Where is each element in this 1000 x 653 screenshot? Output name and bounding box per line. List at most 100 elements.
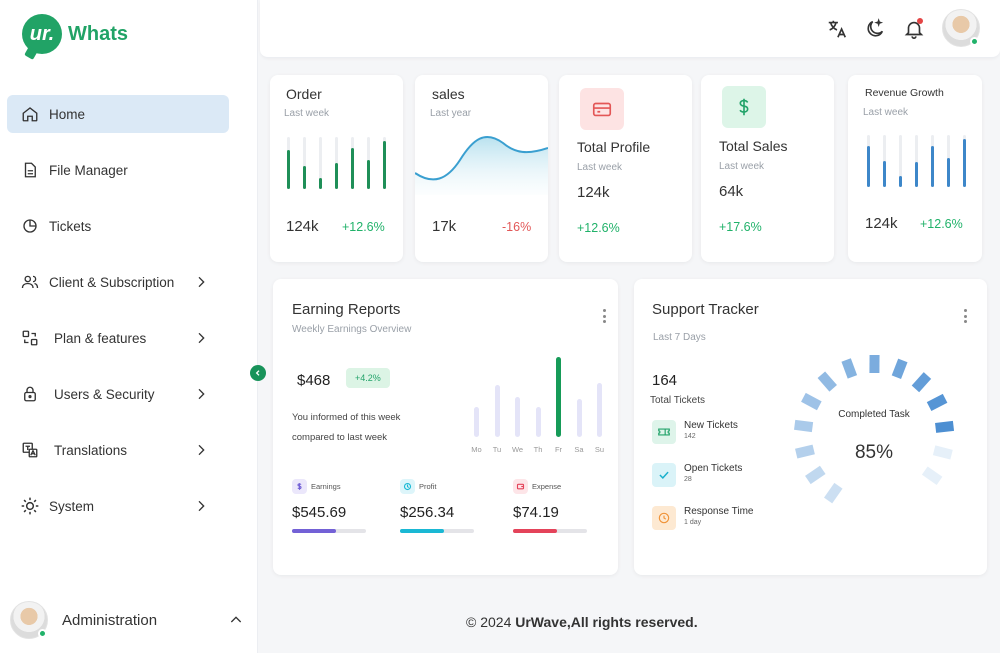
order-bar-chart (287, 137, 399, 189)
card-title: Order (286, 86, 322, 102)
moon-icon[interactable] (864, 18, 886, 40)
day-label: Mo (471, 445, 482, 454)
bar-track (931, 135, 934, 187)
sidebar-item-label: Client & Subscription (49, 274, 175, 290)
sidebar-item-label: Home (49, 106, 86, 122)
day-label: Tu (492, 445, 502, 454)
earning-desc: compared to last week (292, 432, 388, 443)
stat-value: $256.34 (400, 504, 455, 521)
expense-stat: Expense $74.19 (513, 479, 587, 533)
bar (931, 146, 934, 187)
sidebar-collapse-button[interactable] (250, 365, 266, 381)
chevron-right-icon (198, 444, 205, 456)
day-label: Su (594, 445, 605, 454)
gauge-segment (801, 392, 822, 411)
earnings-stat: Earnings $545.69 (292, 479, 366, 533)
weekly-bar-chart: Mo Tu We Th Fr Sa Su (471, 357, 611, 454)
avatar (10, 601, 48, 639)
total-profile-card: Total Profile Last week 124k +12.6% (559, 75, 692, 262)
gauge-segment (935, 420, 955, 433)
card-subtitle: Last week (577, 162, 623, 173)
chevron-up-icon (230, 616, 242, 623)
wallet-icon (513, 479, 528, 494)
more-options-icon[interactable] (602, 309, 606, 323)
sidebar-item-tickets[interactable]: Tickets (7, 207, 229, 245)
check-icon (652, 463, 676, 487)
stat-value: $74.19 (513, 504, 559, 521)
profit-stat: Profit $256.34 (400, 479, 474, 533)
bar (303, 166, 306, 189)
sidebar-item-translations[interactable]: Translations (7, 431, 229, 469)
sidebar-item-home[interactable]: Home (7, 95, 229, 133)
notification-button[interactable] (903, 18, 925, 40)
header-avatar[interactable] (942, 9, 980, 47)
sidebar-item-label: Plan & features (54, 330, 147, 346)
stat-label: Profit (419, 482, 437, 491)
sidebar-item-label: System (49, 498, 95, 514)
gauge-value: 85% (854, 442, 894, 463)
sidebar-item-label: Translations (54, 442, 128, 458)
home-icon (20, 104, 40, 124)
row-count: 1 day (684, 519, 702, 526)
bar-track (867, 135, 870, 187)
week-bar (474, 407, 479, 437)
dollar-icon (292, 479, 307, 494)
bar (963, 139, 966, 187)
earning-reports-card: Earning Reports Weekly Earnings Overview… (273, 279, 618, 575)
open-tickets-row: Open Tickets 28 (652, 463, 742, 487)
logo-mark: ur. (22, 14, 62, 54)
card-change: +17.6% (719, 220, 762, 234)
sidebar-item-plan-features[interactable]: Plan & features (7, 319, 229, 357)
sidebar-item-label: Users & Security (54, 386, 155, 402)
translate-icon[interactable] (826, 18, 848, 40)
bar (367, 160, 370, 189)
row-label: New Tickets (684, 420, 738, 431)
card-change: +12.6% (342, 220, 385, 234)
sidebar-item-file-manager[interactable]: File Manager (7, 151, 229, 189)
sidebar-item-users-security[interactable]: Users & Security (7, 375, 229, 413)
card-change: +12.6% (577, 221, 620, 235)
card-change: -16% (502, 220, 532, 234)
more-options-icon[interactable] (963, 309, 967, 323)
card-value: 64k (719, 183, 744, 200)
card-title: Earning Reports (292, 301, 401, 318)
total-tickets-label: Total Tickets (650, 395, 706, 406)
card-change: +12.6% (920, 217, 963, 231)
admin-menu[interactable]: Administration (10, 601, 250, 639)
day-label: We (511, 445, 524, 454)
row-count: 28 (684, 476, 692, 483)
sun-icon (20, 496, 40, 516)
card-value: 124k (865, 215, 898, 232)
pie-chart-icon (20, 216, 40, 236)
chevron-right-icon (198, 388, 205, 400)
sidebar: ur. Whats Home File Manager Tickets Clie… (0, 0, 258, 653)
credit-card-icon (580, 88, 624, 130)
online-status-dot (38, 629, 47, 638)
sidebar-item-client-subscription[interactable]: Client & Subscription (7, 263, 229, 301)
stat-label: Expense (532, 482, 562, 491)
order-card: Order Last week 124k +12.6% (270, 75, 403, 262)
sidebar-item-system[interactable]: System (7, 487, 229, 525)
notification-dot (917, 18, 923, 24)
logo[interactable]: ur. Whats (22, 14, 128, 54)
file-icon (20, 160, 40, 180)
row-count: 142 (684, 433, 696, 440)
gauge-segment (841, 358, 858, 379)
ticket-icon (652, 420, 676, 444)
bar (319, 178, 322, 189)
card-title: Revenue Growth (865, 87, 944, 99)
response-time-row: Response Time 1 day (652, 506, 753, 530)
gauge-segment (921, 466, 943, 485)
gauge-segment (891, 358, 908, 379)
gauge-segment (817, 371, 837, 392)
admin-label: Administration (62, 611, 158, 629)
row-label: Response Time (684, 506, 754, 517)
card-subtitle: Last week (284, 108, 330, 119)
gauge-segment (824, 482, 843, 504)
bar (883, 161, 886, 187)
week-bar (597, 383, 602, 437)
sales-card: sales Last year 17k -16% (415, 75, 548, 262)
earning-desc: You informed of this week (292, 412, 401, 423)
bar (915, 162, 918, 187)
revenue-growth-card: Revenue Growth Last week 124k +12.6% (848, 75, 982, 262)
